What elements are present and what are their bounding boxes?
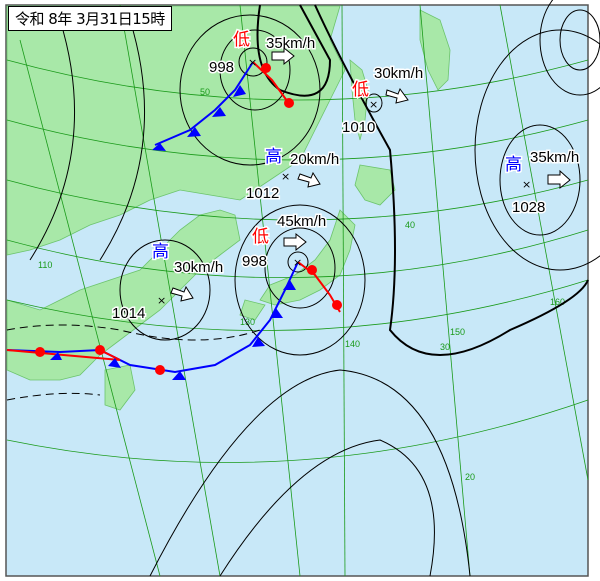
high-symbol: 高	[505, 155, 522, 175]
high-symbol: 高	[152, 242, 169, 262]
lon-label: 160	[550, 297, 565, 307]
low-pressure-system: 低 1010 30km/h ×	[341, 64, 425, 138]
high-pressure-system: 高 1028 35km/h ×	[504, 148, 581, 218]
center-x-icon: ×	[369, 98, 378, 111]
lon-label: 150	[450, 327, 465, 337]
lat-label: 30	[440, 342, 450, 352]
center-x-icon: ×	[293, 256, 302, 269]
speed-label: 35km/h	[266, 35, 315, 52]
low-symbol: 低	[252, 227, 269, 247]
pressure-label: 1010	[342, 119, 375, 136]
lon-label: 130	[240, 317, 255, 327]
warm-front	[35, 61, 342, 375]
pressure-label: 1014	[112, 305, 145, 322]
low-pressure-system: 低 998 45km/h ×	[241, 212, 328, 272]
lat-lon-grid	[6, 4, 589, 577]
pressure-label: 1012	[246, 185, 279, 202]
speed-label: 30km/h	[374, 65, 423, 82]
high-symbol: 高	[265, 147, 282, 167]
pressure-label: 998	[242, 253, 267, 270]
grid-labels: 50 40 30 20 110 130 140 150 160	[38, 87, 565, 482]
lon-label: 140	[345, 339, 360, 349]
movement-arrow-icon	[170, 285, 194, 302]
speed-label: 30km/h	[174, 259, 223, 276]
movement-arrow-icon	[271, 46, 295, 66]
low-symbol: 低	[352, 80, 369, 100]
speed-label: 20km/h	[290, 151, 339, 168]
movement-arrow-icon	[297, 171, 321, 188]
movement-arrow-icon	[283, 232, 307, 252]
high-pressure-system: 高 1014 30km/h ×	[111, 241, 225, 324]
speed-label: 45km/h	[277, 213, 326, 230]
lat-label: 40	[405, 220, 415, 230]
speed-label: 35km/h	[530, 149, 579, 166]
lon-label: 110	[38, 260, 52, 270]
pressure-label: 998	[209, 59, 234, 76]
movement-arrow-icon	[385, 87, 409, 104]
low-symbol: 低	[233, 30, 250, 50]
movement-arrow-icon	[547, 169, 571, 190]
lat-label: 20	[465, 472, 475, 482]
center-x-icon: ×	[281, 170, 290, 183]
center-x-icon: ×	[522, 178, 531, 191]
high-pressure-system: 高 1012 20km/h ×	[245, 146, 341, 204]
isobars	[6, 0, 600, 577]
low-pressure-system: 低 998 35km/h ×	[208, 29, 317, 78]
lat-label: 50	[200, 87, 210, 97]
center-x-icon: ×	[157, 294, 166, 307]
map-title: 令和 8年 3月31日15時	[8, 6, 172, 31]
cold-front	[6, 61, 299, 380]
center-x-icon: ×	[248, 56, 257, 69]
pressure-label: 1028	[512, 199, 545, 216]
